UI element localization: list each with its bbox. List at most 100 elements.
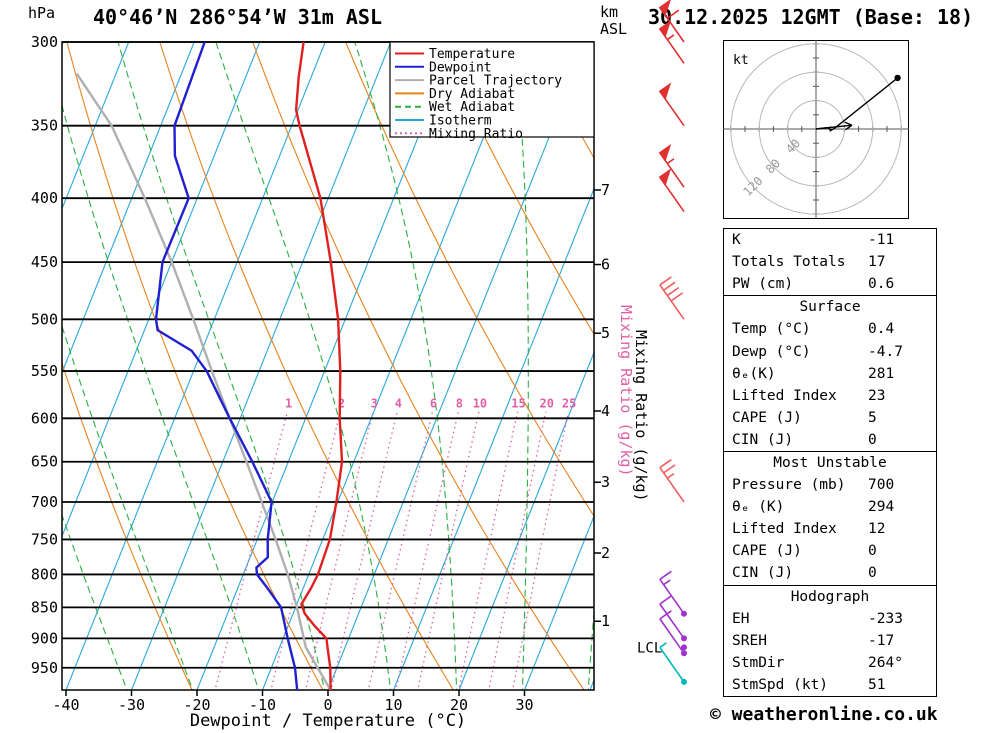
wind-barb [659, 610, 687, 657]
svg-text:500: 500 [31, 310, 58, 328]
storm-motion-arrow [815, 121, 853, 131]
stats-label: StmDir [732, 654, 785, 671]
isotherm-lines [62, 42, 594, 690]
svg-text:800: 800 [31, 565, 58, 583]
stats-label: StmSpd (kt) [732, 676, 829, 693]
svg-text:600: 600 [31, 409, 58, 427]
svg-text:-40: -40 [52, 696, 79, 714]
legend-label: Isotherm [429, 114, 492, 129]
svg-text:10: 10 [384, 696, 402, 714]
stats-value: 281 [868, 365, 895, 382]
stats-row: Dewp (°C) -4.7 [724, 340, 936, 362]
svg-text:10: 10 [473, 396, 487, 410]
legend-label: Dewpoint [429, 60, 492, 75]
background-grid [62, 42, 594, 690]
stats-label: Pressure (mb) [732, 477, 846, 494]
altitude-tick-label: 4 [601, 402, 610, 420]
svg-text:3: 3 [371, 396, 378, 410]
legend-label: Temperature [429, 47, 515, 62]
wind-barb [659, 595, 687, 642]
stats-label: CIN (J) [732, 565, 794, 582]
stats-label: Dewp (°C) [732, 343, 811, 360]
stats-row: StmSpd (kt) 51 [724, 674, 936, 696]
lcl-label: LCL [637, 640, 662, 656]
stats-section: Hodograph EH -233 SREH -17 StmDir 264° StmSpd (… [724, 584, 936, 696]
stats-row: SREH -17 [724, 630, 936, 652]
svg-text:300: 300 [31, 33, 58, 51]
stats-label: PW (cm) [732, 276, 794, 293]
chart-title: 40°46’N 286°54’W 31m ASL [93, 5, 382, 29]
svg-text:20: 20 [450, 696, 468, 714]
altitude-tick-label: 1 [601, 612, 610, 630]
stats-label: θₑ(K) [732, 365, 776, 382]
stats-value: 264° [868, 654, 903, 671]
stats-section: Surface Temp (°C) 0.4 Dewp (°C) -4.7 θₑ(K) 281… [724, 295, 936, 451]
svg-text:0: 0 [323, 696, 332, 714]
legend-label: Dry Adiabat [429, 87, 515, 102]
svg-text:900: 900 [31, 629, 58, 647]
wind-barb [659, 570, 687, 617]
copyright: © weatheronline.co.uk [710, 704, 938, 725]
svg-text:1: 1 [285, 396, 292, 410]
altitude-tick-label: 6 [601, 256, 610, 274]
stats-value: 0 [868, 543, 877, 560]
stats-row: Lifted Index 23 [724, 385, 936, 407]
stats-value: -11 [868, 232, 895, 249]
parcel-trajectory-curve [75, 72, 332, 690]
svg-text:2: 2 [338, 396, 345, 410]
svg-text:700: 700 [31, 493, 58, 511]
stats-label: CAPE (J) [732, 543, 802, 560]
svg-text:4: 4 [395, 396, 402, 410]
wind-barb [658, 19, 685, 64]
altitude-tick-label: 7 [601, 181, 610, 199]
temperature-axis-label: Dewpoint / Temperature (°C) [189, 711, 467, 731]
svg-text:-20: -20 [183, 696, 210, 714]
svg-text:350: 350 [31, 117, 58, 135]
svg-text:20: 20 [539, 396, 553, 410]
temperature-curve [294, 42, 344, 690]
stats-row: CIN (J) 0 [724, 429, 936, 451]
hodograph-trace-end-dot [894, 74, 901, 82]
svg-text:-10: -10 [249, 696, 276, 714]
stats-row: θₑ(K) 281 [724, 363, 936, 385]
stats-value: -17 [868, 632, 895, 649]
temp-axis-ticks [65, 690, 526, 696]
stats-label: Temp (°C) [732, 321, 811, 338]
stats-label: Lifted Index [732, 387, 837, 404]
stats-value: 23 [868, 387, 886, 404]
stats-label: EH [732, 610, 750, 627]
svg-text:400: 400 [31, 189, 58, 207]
pressure-tick-labels: 300 350 400 450 500 550 600 650 700 750 800 850 900 9… [31, 33, 58, 677]
stats-section: K -11 Totals Totals 17 PW (cm) 0.6 [724, 229, 936, 295]
stats-section-header: Surface [799, 299, 861, 316]
stats-value: 0.6 [868, 276, 895, 293]
stats-row: Temp (°C) 0.4 [724, 318, 936, 340]
wind-barb [658, 143, 685, 188]
stats-section: Most Unstable Pressure (mb) 700 θₑ (K) 294 Li… [724, 450, 936, 585]
altitude-tick-label: 5 [601, 324, 610, 342]
legend-label: Wet Adiabat [429, 100, 515, 115]
stats-label: Totals Totals [732, 254, 846, 271]
stats-row: Lifted Index 12 [724, 518, 936, 540]
temp-tick-labels: -40 -30 -20 -10 0 10 20 30 [52, 696, 533, 714]
mixing-ratio-axis-label-pink: Mixing Ratio (g/kg) [617, 305, 635, 477]
wind-barb [658, 168, 685, 213]
svg-text:6: 6 [430, 396, 437, 410]
mixing-ratio-axis-label: Mixing Ratio (g/kg) [632, 330, 650, 502]
stats-label: K [732, 232, 741, 249]
svg-text:30: 30 [515, 696, 533, 714]
stats-value: 0 [868, 431, 877, 448]
stats-row: CAPE (J) 0 [724, 540, 936, 562]
stats-value: 17 [868, 254, 886, 271]
stats-label: CAPE (J) [732, 409, 802, 426]
wind-barb [658, 0, 685, 43]
lcl-marker-dot [681, 644, 687, 651]
svg-text:-30: -30 [118, 696, 145, 714]
stats-value: 0 [868, 565, 877, 582]
wind-barbs [658, 0, 687, 685]
altitude-tick-label: 2 [601, 544, 610, 562]
stats-label: Lifted Index [732, 521, 837, 538]
svg-text:750: 750 [31, 530, 58, 548]
